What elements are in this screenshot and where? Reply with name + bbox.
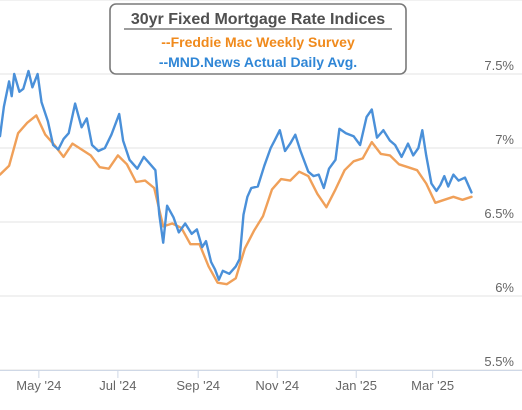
x-tick-label: Jan '25 [335, 378, 377, 393]
legend-frame [109, 3, 407, 75]
x-axis: May '24 Jul '24 Sep '24 Nov '24 Jan '25 Mar '… [0, 370, 522, 393]
series-layer [0, 69, 473, 286]
y-axis: 5.5%6%6.5%7%7.5%8% [484, 58, 514, 369]
x-tick-label: Sep '24 [176, 378, 220, 393]
y-tick-label: 7% [495, 132, 514, 147]
y-tick-label: 5.5% [484, 354, 514, 369]
y-tick-label: 6% [495, 280, 514, 295]
series-line-mnd-daily [0, 69, 473, 281]
legend-entry-mnd-daily: --MND.News Actual Daily Avg. [159, 54, 357, 70]
legend-entry-freddie-mac: --Freddie Mac Weekly Survey [161, 34, 355, 50]
y-tick-label: 6.5% [484, 206, 514, 221]
legend-box: 30yr Fixed Mortgage Rate Indices --Fredd… [109, 3, 407, 75]
x-tick-label: Nov '24 [255, 378, 299, 393]
chart-title: 30yr Fixed Mortgage Rate Indices [131, 11, 385, 28]
series-line-freddie-mac [0, 114, 473, 286]
y-tick-label: 7.5% [484, 58, 514, 73]
x-tick-label: May '24 [16, 378, 61, 393]
x-tick-label: Mar '25 [411, 378, 454, 393]
x-tick-label: Jul '24 [99, 378, 136, 393]
